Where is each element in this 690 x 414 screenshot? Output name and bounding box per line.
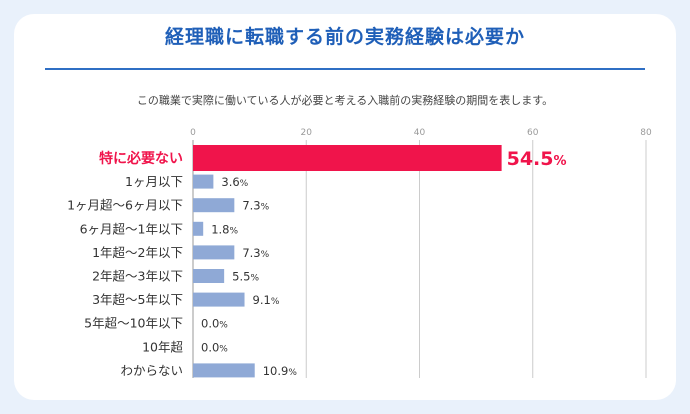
x-tick-label: 60 (527, 128, 539, 138)
chart-title: 経理職に転職する前の実務経験は必要か (164, 26, 525, 48)
category-label: 1年超〜2年以下 (92, 245, 183, 260)
bar (193, 269, 225, 283)
x-tick-label: 80 (640, 128, 652, 138)
data-label: 9.1% (253, 293, 280, 307)
category-label: 2年超〜3年以下 (92, 269, 183, 284)
data-label: 54.5% (507, 148, 567, 170)
bar (193, 174, 214, 189)
category-label: 10年超 (142, 339, 183, 354)
data-label: 7.3% (242, 246, 269, 260)
category-label: 1ヶ月以下 (125, 174, 183, 189)
bar (193, 292, 245, 307)
data-label: 1.8% (211, 222, 238, 236)
bar (193, 145, 502, 171)
x-tick-label: 40 (414, 128, 426, 138)
data-label: 10.9% (263, 364, 298, 378)
data-label: 7.3% (242, 199, 269, 213)
bar (193, 221, 204, 236)
chart-card (14, 14, 676, 400)
x-tick-label: 0 (190, 128, 196, 138)
data-label: 0.0% (201, 340, 228, 354)
category-label: 5年超〜10年以下 (84, 316, 183, 331)
category-label: 特に必要ない (99, 150, 183, 167)
x-tick-label: 20 (301, 128, 313, 138)
title-divider (45, 68, 645, 70)
category-label: 6ヶ月超〜1年以下 (80, 221, 183, 236)
data-label: 0.0% (201, 317, 228, 331)
category-label: わからない (120, 363, 183, 378)
bar (193, 363, 255, 378)
data-label: 3.6% (221, 175, 248, 189)
data-label: 5.5% (232, 270, 259, 284)
chart-subtitle: この職業で実際に働いている人が必要と考える入職前の実務経験の期間を表します。 (136, 94, 554, 107)
bar (193, 245, 235, 260)
category-label: 1ヶ月超〜6ヶ月以下 (67, 198, 183, 213)
category-label: 3年超〜5年以下 (92, 292, 183, 307)
bar (193, 198, 235, 213)
